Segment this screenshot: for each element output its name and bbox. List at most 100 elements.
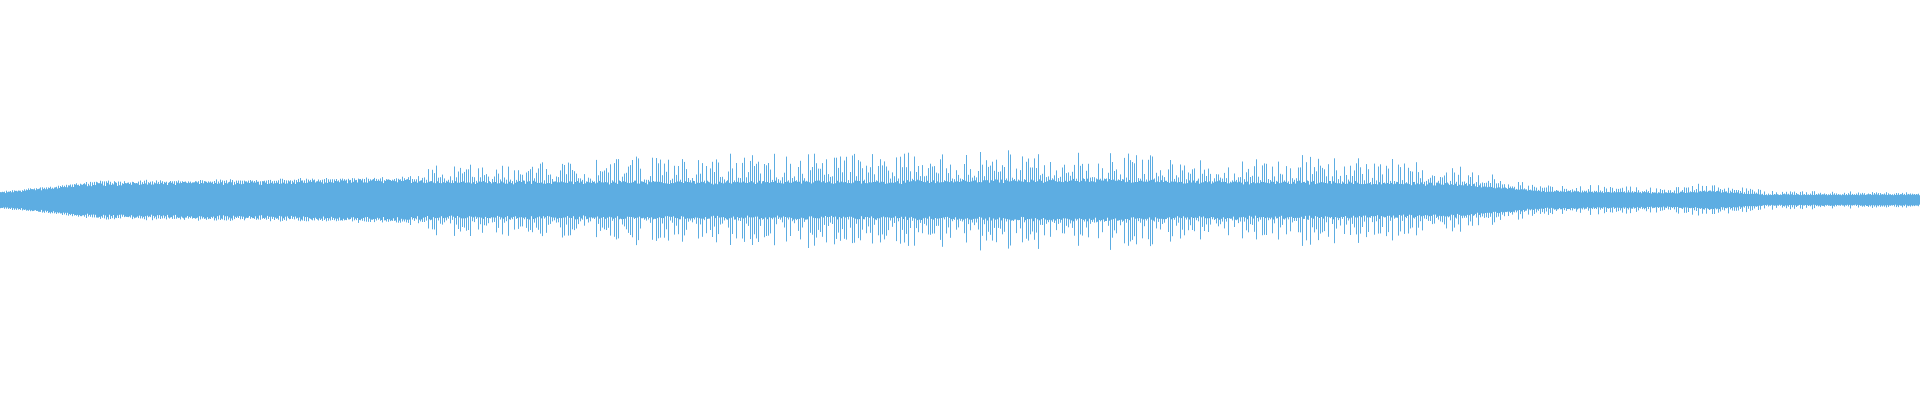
waveform-sample (1646, 189, 1647, 212)
waveform-sample (1251, 183, 1252, 217)
waveform-sample (1421, 182, 1422, 217)
waveform-sample (1586, 190, 1587, 209)
waveform-sample (1263, 182, 1264, 217)
waveform-sample (1872, 192, 1873, 208)
waveform-sample (125, 183, 126, 217)
waveform-sample (304, 180, 305, 221)
waveform-sample (383, 183, 384, 217)
waveform-sample (30, 188, 31, 212)
waveform-sample (276, 180, 277, 219)
waveform-sample (219, 183, 220, 216)
waveform-sample (429, 181, 430, 220)
waveform-sample (1855, 195, 1856, 205)
waveform-sample (475, 184, 476, 217)
waveform-sample (96, 181, 97, 218)
waveform-sample (1009, 181, 1010, 220)
waveform-sample (981, 182, 982, 218)
waveform-sample (1227, 183, 1228, 219)
waveform-sample (1546, 187, 1547, 212)
waveform-sample (836, 157, 837, 239)
waveform-sample (1441, 184, 1442, 217)
waveform-sample (790, 163, 791, 236)
waveform-sample (1256, 159, 1257, 240)
waveform-sample (354, 178, 355, 221)
waveform-sample (1553, 191, 1554, 209)
waveform-sample (970, 169, 971, 231)
waveform-sample (526, 172, 527, 228)
waveform-sample (1802, 191, 1803, 210)
waveform-sample (665, 183, 666, 217)
waveform-sample (1083, 178, 1084, 220)
waveform-sample (1535, 190, 1536, 209)
waveform-sample (314, 179, 315, 221)
waveform-sample (658, 163, 659, 239)
waveform-sample (273, 183, 274, 217)
waveform-sample (403, 180, 404, 220)
waveform-sample (1436, 182, 1437, 218)
waveform-sample (1470, 177, 1471, 222)
waveform-sample (78, 184, 79, 217)
waveform-sample (182, 181, 183, 218)
waveform-sample (1609, 192, 1610, 209)
waveform-sample (1476, 182, 1477, 218)
waveform-sample (1759, 194, 1760, 206)
waveform-sample (1526, 189, 1527, 211)
waveform-sample (1203, 182, 1204, 217)
waveform-sample (968, 174, 969, 225)
waveform-sample (10, 191, 11, 209)
waveform-sample (200, 180, 201, 220)
waveform-sample (617, 183, 618, 217)
waveform-sample (815, 180, 816, 219)
waveform-sample (453, 182, 454, 217)
waveform-sample (1516, 188, 1517, 213)
waveform-sample (1000, 171, 1001, 229)
waveform-sample (991, 180, 992, 221)
waveform-sample (1552, 186, 1553, 215)
waveform-sample (984, 176, 985, 225)
waveform-sample (778, 179, 779, 219)
waveform-sample (186, 182, 187, 218)
waveform-sample (1473, 184, 1474, 216)
waveform-sample (1206, 176, 1207, 225)
waveform-sample (1242, 161, 1243, 239)
waveform-sample (1205, 181, 1206, 219)
waveform-sample (1250, 177, 1251, 225)
waveform-sample (1856, 193, 1857, 206)
waveform-sample (154, 182, 155, 219)
waveform-sample (1540, 186, 1541, 214)
waveform-sample (500, 179, 501, 220)
waveform-sample (357, 182, 358, 218)
waveform-sample (1680, 191, 1681, 208)
waveform-sample (802, 173, 803, 228)
waveform-sample (1589, 191, 1590, 209)
waveform-sample (745, 182, 746, 218)
waveform-sample (1829, 194, 1830, 206)
waveform-sample (1577, 191, 1578, 210)
waveform-sample (1727, 192, 1728, 208)
waveform-sample (957, 181, 958, 220)
waveform-sample (546, 169, 547, 233)
waveform-sample (610, 164, 611, 236)
waveform-sample (1168, 169, 1169, 232)
waveform-sample (106, 181, 107, 220)
waveform-sample (1453, 184, 1454, 216)
waveform-sample (1434, 176, 1435, 224)
waveform-sample (56, 186, 57, 214)
waveform-sample (1821, 194, 1822, 206)
waveform-sample (301, 180, 302, 220)
waveform-sample (689, 182, 690, 219)
waveform-sample (972, 177, 973, 223)
waveform-sample (1678, 187, 1679, 214)
waveform-sample (998, 171, 999, 228)
waveform-sample (1260, 180, 1261, 220)
waveform-sample (781, 183, 782, 218)
waveform-sample (604, 170, 605, 230)
waveform-sample (942, 154, 943, 247)
waveform-sample (553, 181, 554, 218)
waveform-sample (1111, 180, 1112, 220)
waveform-sample (394, 179, 395, 221)
waveform-sample (1124, 157, 1125, 244)
waveform-sample (555, 181, 556, 218)
waveform-sample (1695, 192, 1696, 208)
waveform-sample (51, 188, 52, 213)
